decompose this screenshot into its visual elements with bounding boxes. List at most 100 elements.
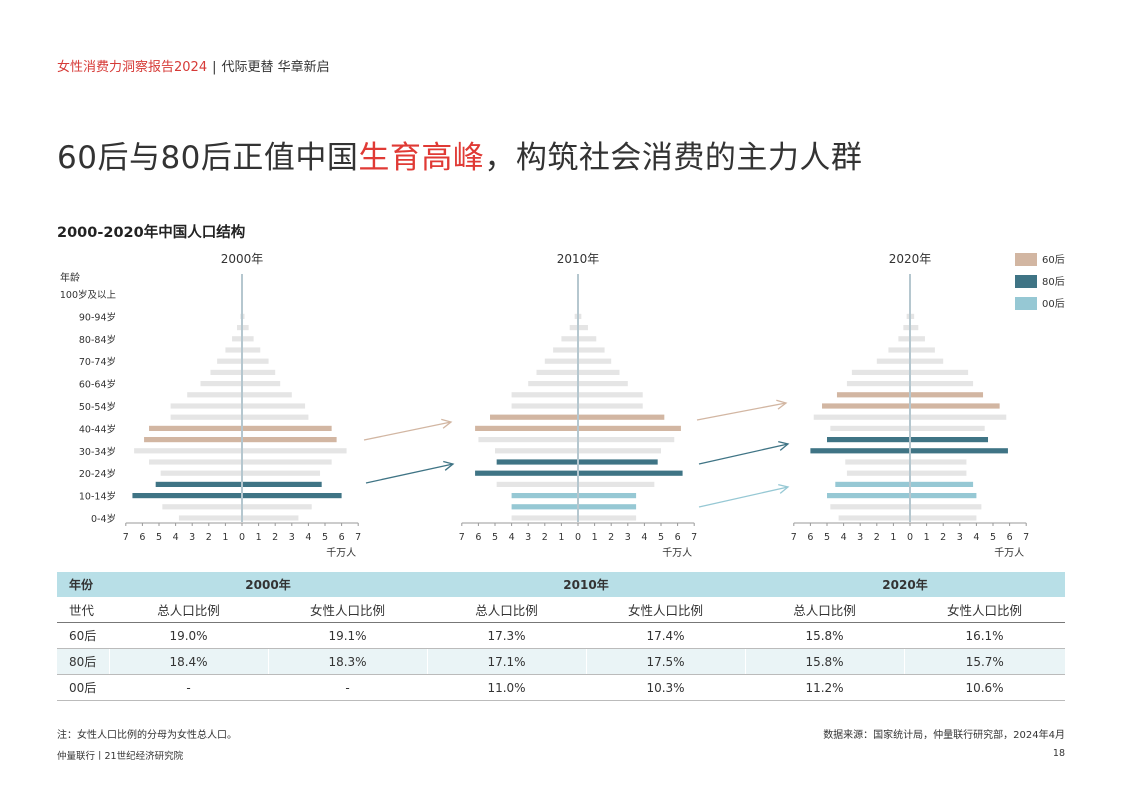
pyramid-bar-female <box>242 493 342 499</box>
pyramid-bar-female <box>242 313 245 319</box>
y-tick-label: 40-44岁 <box>79 423 116 435</box>
x-tick-label: 7 <box>459 532 465 543</box>
pyramid-bar-male <box>876 358 910 364</box>
x-tick-label: 1 <box>558 532 564 543</box>
pyramid-bar-male <box>475 425 578 431</box>
x-tick-label: 3 <box>625 532 631 543</box>
pyramid-bar-male <box>846 470 910 476</box>
legend-swatch <box>1015 275 1037 288</box>
pyramid-bar-female <box>242 459 332 465</box>
x-tick-label: 5 <box>824 532 830 543</box>
legend-label: 80后 <box>1042 276 1065 288</box>
table-row: 80后 18.4% 18.3% 17.1% 17.5% 15.8% 15.7% <box>57 648 1065 675</box>
gen-header-label: 世代 <box>57 597 109 623</box>
y-tick-label: 10-14岁 <box>79 491 116 503</box>
x-tick-label: 6 <box>807 532 813 543</box>
pyramid-bar-female <box>578 381 628 387</box>
footer-publisher: 仲量联行丨21世纪经济研究院 <box>57 751 184 762</box>
x-tick-label: 2 <box>608 532 614 543</box>
arrow-head <box>441 418 453 429</box>
pyramid-bar-male <box>496 459 578 465</box>
y-tick-label: 70-74岁 <box>79 356 116 368</box>
title-part1: 60后与80后正值中国 <box>57 140 359 176</box>
pyramid-bar-female <box>242 392 292 398</box>
pyramid-bar-male <box>830 425 910 431</box>
pyramid-bar-male <box>511 493 578 499</box>
pyramid-bar-female <box>910 414 1007 420</box>
pyramid-bar-male <box>478 437 578 443</box>
pyramid-bar-female <box>242 437 337 443</box>
x-tick-label: 4 <box>841 532 847 543</box>
x-unit-label: 千万人 <box>326 547 356 559</box>
pyramid-bar-female <box>242 481 322 487</box>
pyramid-bar-female <box>910 470 967 476</box>
pyramid-bar-male <box>822 403 910 409</box>
x-tick-label: 2 <box>542 532 548 543</box>
pyramid-bar-female <box>242 504 312 510</box>
generation-share-table: 年份 2000年 2010年 2020年 世代 总人口比例 女性人口比例 总人口… <box>57 572 1065 701</box>
pyramid-bar-female <box>578 325 588 331</box>
pyramid-bar-female <box>910 437 989 443</box>
y-tick-label: 30-34岁 <box>79 446 116 458</box>
x-tick-label: 3 <box>189 532 195 543</box>
pyramid-bar-male <box>496 481 578 487</box>
pyramid-bar-female <box>578 336 597 342</box>
pyramid-bar-male <box>836 392 910 398</box>
pyramid-bar-female <box>578 515 637 521</box>
y-tick-label: 60-64岁 <box>79 379 116 391</box>
table-cell: 10.6% <box>904 674 1065 701</box>
report-title: 女性消费力洞察报告2024 <box>57 60 208 75</box>
title-part2: ，构筑社会消费的主力人群 <box>484 140 863 176</box>
pyramid-bar-female <box>242 369 276 375</box>
row-generation: 60后 <box>57 622 109 649</box>
pyramid-bar-male <box>813 414 910 420</box>
table-note: 注：女性人口比例的分母为女性总人口。 <box>57 730 237 741</box>
x-tick-label: 0 <box>575 532 581 543</box>
pyramid-bar-female <box>578 392 643 398</box>
y-tick-label: 80-84岁 <box>79 334 116 346</box>
page-number: 18 <box>1052 748 1065 759</box>
x-unit-label: 千万人 <box>662 547 692 559</box>
pyramid-bar-female <box>242 448 347 454</box>
pyramid-bar-female <box>910 325 919 331</box>
table-cell: 18.4% <box>108 648 268 675</box>
pyramid-bar-male <box>888 347 910 353</box>
table-cell: 17.5% <box>585 648 745 675</box>
pyramid-bar-male <box>810 448 910 454</box>
pyramid-bar-female <box>578 470 683 476</box>
pyramid-bar-female <box>578 481 655 487</box>
pyramid-bar-female <box>578 437 675 443</box>
pyramid-bar-male <box>544 358 578 364</box>
legend-label: 60后 <box>1042 254 1065 266</box>
pyramid-bar-male <box>134 448 242 454</box>
table-cell: 15.8% <box>744 648 904 675</box>
data-source: 数据来源：国家统计局，仲量联行研究部，2024年4月 <box>823 730 1065 741</box>
pyramid-year-label: 2000年 <box>221 252 264 266</box>
x-tick-label: 3 <box>289 532 295 543</box>
arrow-head <box>443 460 455 471</box>
legend-swatch <box>1015 253 1037 266</box>
col-header-female: 女性人口比例 <box>268 597 427 623</box>
x-tick-label: 2 <box>940 532 946 543</box>
x-tick-label: 6 <box>675 532 681 543</box>
pyramid-bar-male <box>574 313 578 319</box>
report-subtitle: 代际更替 华章新启 <box>221 60 330 75</box>
table-cell: 15.8% <box>745 622 904 649</box>
pyramid-bar-female <box>242 425 332 431</box>
y-tick-label: 90-94岁 <box>79 311 116 323</box>
pyramid-bar-female <box>242 325 249 331</box>
y-tick-label: 100岁及以上 <box>60 289 117 301</box>
pyramid-bar-female <box>242 358 269 364</box>
x-tick-label: 7 <box>791 532 797 543</box>
table-cell: 19.0% <box>109 622 268 649</box>
pyramid-year-label: 2010年 <box>557 252 600 266</box>
row-generation: 00后 <box>57 674 109 701</box>
x-tick-label: 5 <box>990 532 996 543</box>
pyramid-bar-female <box>242 336 254 342</box>
table-cell: - <box>268 674 427 701</box>
x-tick-label: 4 <box>509 532 515 543</box>
x-tick-label: 0 <box>239 532 245 543</box>
table-cell: - <box>109 674 268 701</box>
x-tick-label: 0 <box>907 532 913 543</box>
pyramid-bar-female <box>578 448 661 454</box>
